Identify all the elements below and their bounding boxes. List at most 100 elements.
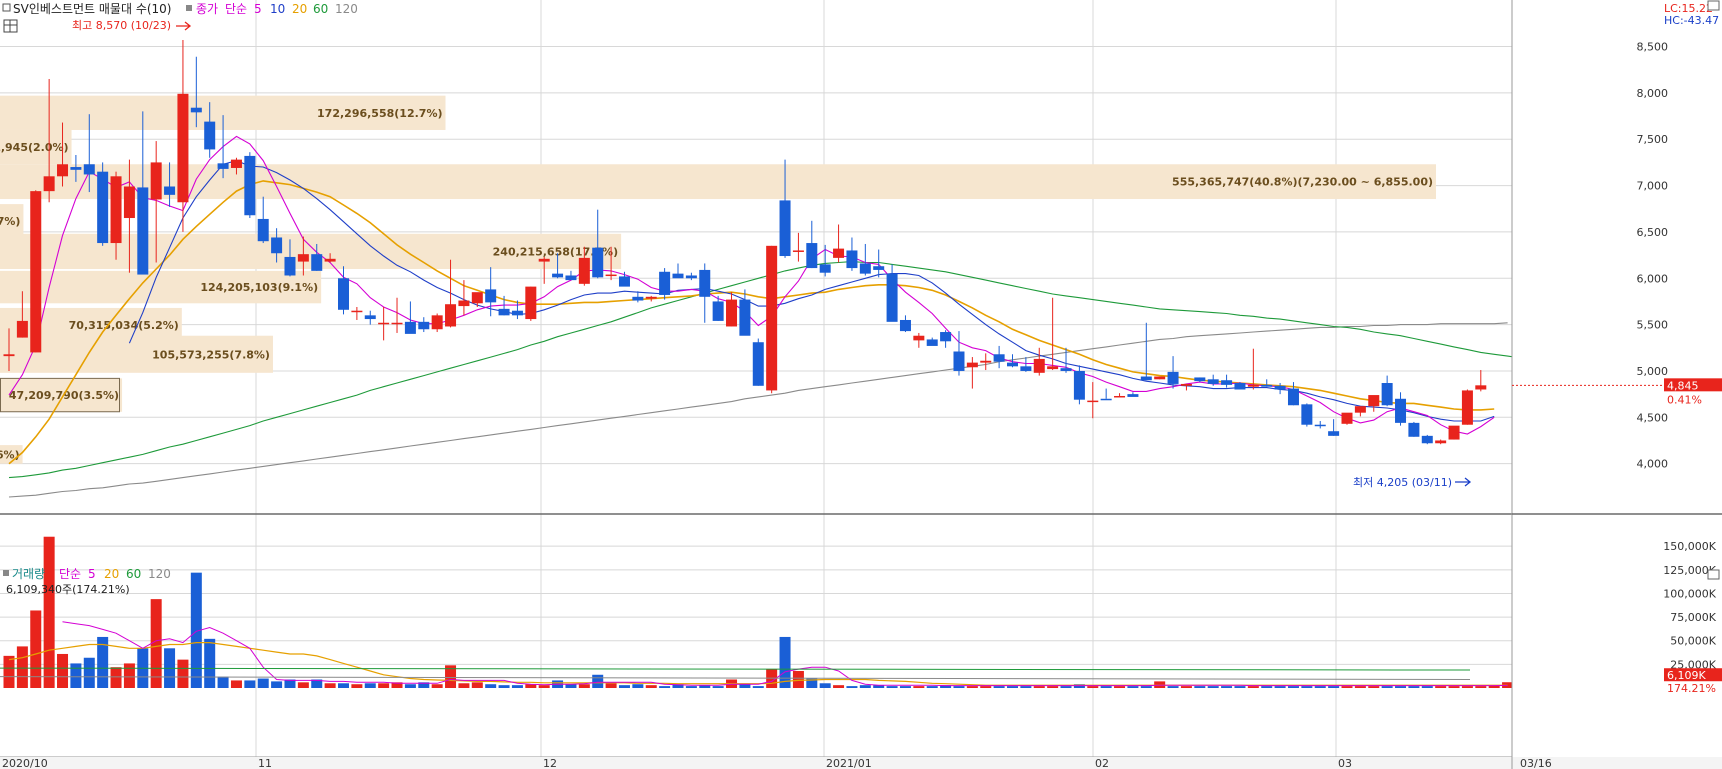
legend-square-icon xyxy=(3,570,9,576)
volume-bar xyxy=(699,685,711,688)
volume-bar xyxy=(1194,686,1206,688)
price-tick-label: 8,000 xyxy=(1637,87,1669,100)
candle-body xyxy=(993,354,1005,362)
candle-body xyxy=(177,93,189,203)
candle-body xyxy=(1020,366,1032,371)
volume-tick-label: 100,000K xyxy=(1663,587,1716,600)
candle-body xyxy=(712,301,724,321)
candle-body xyxy=(244,155,256,216)
volume-bar xyxy=(150,599,162,688)
candle-body xyxy=(1314,424,1326,427)
volume-bar xyxy=(806,678,818,688)
price-legend-period: 10 xyxy=(270,2,285,16)
candle-body xyxy=(1341,412,1353,424)
candle-body xyxy=(1461,390,1473,425)
candle-body xyxy=(1100,398,1112,401)
candle-body xyxy=(324,258,336,262)
candle-body xyxy=(511,310,523,316)
volume-bar xyxy=(846,686,858,688)
candle-body xyxy=(150,162,162,200)
candle-body xyxy=(766,245,778,391)
volume-bar xyxy=(980,686,992,688)
volume-bar xyxy=(1060,686,1072,688)
volume-bar xyxy=(739,684,751,688)
candle-body xyxy=(592,247,604,278)
time-axis-band xyxy=(0,757,1722,769)
candle-body xyxy=(605,274,617,277)
current-price-tag xyxy=(1664,378,1722,392)
volume-bar xyxy=(605,683,617,688)
lc-label: LC:15.22 xyxy=(1664,2,1713,15)
candle-body xyxy=(752,342,764,386)
low-annotation: 최저 4,205 (03/11) xyxy=(1353,476,1452,489)
price-tick-label: 4,000 xyxy=(1637,458,1669,471)
volume-ma60-line xyxy=(0,667,1471,671)
volume-bar xyxy=(1301,686,1313,688)
price-tick-label: 7,500 xyxy=(1637,133,1669,146)
volume-profile: 8,736,172(0.6%)47,209,790(3.5%)105,573,2… xyxy=(0,95,1436,464)
volume-bar xyxy=(110,667,122,688)
candle-body xyxy=(70,167,82,170)
candle-body xyxy=(525,286,537,320)
volume-bar xyxy=(779,636,791,688)
volume-profile-bar xyxy=(0,270,322,304)
volume-bar xyxy=(1140,686,1152,688)
candle-body xyxy=(1073,370,1085,400)
candle-body xyxy=(1435,440,1447,444)
candle-body xyxy=(351,310,363,313)
candle-body xyxy=(137,187,149,275)
price-legend-period: 5 xyxy=(254,2,262,16)
current-volume-value: 6,109K xyxy=(1667,669,1706,682)
candle-body xyxy=(1261,384,1273,387)
candle-body xyxy=(819,264,831,273)
candle-body xyxy=(1421,435,1433,444)
candle-body xyxy=(311,254,323,271)
candle-body xyxy=(217,163,229,169)
volume-bar xyxy=(297,682,309,688)
candle-body xyxy=(953,351,965,371)
candle-body xyxy=(913,335,925,341)
volume-bar xyxy=(351,684,363,688)
candle-body xyxy=(43,176,55,192)
volume-bar xyxy=(458,683,470,688)
candle-body xyxy=(230,159,242,168)
volume-legend-period: 20 xyxy=(104,567,119,581)
volume-bar xyxy=(257,678,269,688)
candle-body xyxy=(1060,368,1072,371)
candle-body xyxy=(685,275,697,279)
volume-bar xyxy=(819,683,831,688)
volume-ma-lines xyxy=(0,621,1508,687)
candle-body xyxy=(699,269,711,297)
volume-bar xyxy=(391,682,403,688)
price-tick-label: 5,000 xyxy=(1637,365,1669,378)
candles xyxy=(3,40,1487,445)
candle-body xyxy=(1381,383,1393,406)
volume-bar xyxy=(685,686,697,688)
volume-bar xyxy=(284,679,296,688)
volume-bar xyxy=(1435,686,1447,688)
volume-bar xyxy=(1073,684,1085,688)
volume-legend-ma-type: 단순 xyxy=(59,567,81,581)
candle-body xyxy=(164,186,176,195)
volume-ma120-line xyxy=(0,676,1471,680)
candle-body xyxy=(1047,366,1059,370)
candle-body xyxy=(1167,371,1179,384)
volume-bar xyxy=(1328,686,1340,688)
volume-profile-label: 105,573,255(7.8%) xyxy=(152,348,270,361)
candle-body xyxy=(1180,383,1192,386)
current-volume-change: 174.21% xyxy=(1667,682,1716,695)
volume-bar xyxy=(525,684,537,688)
volume-profile-label: 240,215,658(17.7%) xyxy=(493,245,618,258)
candle-body xyxy=(1247,384,1259,387)
volume-bar xyxy=(404,684,416,688)
volume-bar xyxy=(338,683,349,688)
candle-body xyxy=(1475,385,1487,390)
candle-body xyxy=(123,186,135,219)
candle-body xyxy=(672,273,684,279)
candle-body xyxy=(1328,431,1340,436)
volume-bar xyxy=(1114,686,1126,688)
volume-bar xyxy=(966,686,978,688)
volume-bar xyxy=(511,685,523,688)
volume-legend-period: 5 xyxy=(88,567,96,581)
